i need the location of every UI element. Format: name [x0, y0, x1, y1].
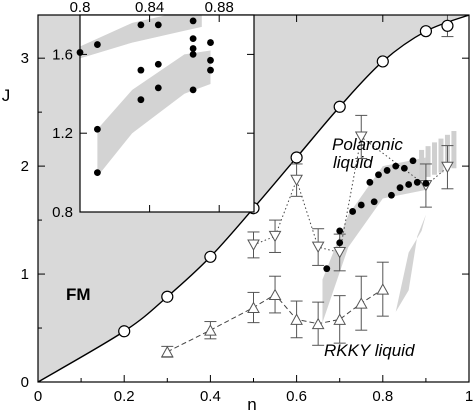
y-tick-label: 0: [21, 374, 29, 391]
y-tick-label: 3: [21, 50, 29, 67]
open-circle-point: [376, 55, 389, 68]
filled-circle-point: [409, 157, 417, 165]
inset-data-markers: [76, 17, 214, 177]
inset-filled-circle-point: [94, 125, 101, 133]
inset-x-tick-label: 0.8: [70, 0, 91, 16]
x-tick-label: 0.2: [114, 388, 135, 405]
inset-filled-circle-point: [189, 17, 197, 25]
inset-filled-circle-point: [94, 169, 101, 177]
filled-circle-point: [370, 198, 378, 206]
filled-circle-point: [413, 178, 421, 186]
filled-circle-point: [392, 162, 400, 170]
filled-circle-point: [357, 201, 365, 209]
x-tick-label: 0.8: [372, 388, 393, 405]
filled-circle-point: [400, 164, 408, 172]
filled-circle-point: [396, 184, 404, 192]
triangle-up-point: [160, 345, 174, 358]
main-axes: 0 0.2 0.4 0.6 0.8 1 0 1 2 3: [21, 15, 473, 405]
inset-axes: 0.8 0.84 0.88 0.8 1.2 1.6: [52, 0, 254, 221]
inset-filled-circle-point: [207, 56, 214, 64]
annotation-polaronic: Polaronic: [332, 135, 403, 154]
filled-circle-point: [422, 179, 430, 187]
inset-filled-circle-point: [137, 96, 145, 104]
open-circle-point: [290, 151, 303, 164]
inset-band-lower: [97, 50, 211, 177]
triangle-down-point: [290, 174, 303, 187]
filled-circle-point: [336, 227, 344, 235]
y-tick-label: 2: [21, 158, 29, 175]
triangle-up-point: [268, 288, 282, 301]
y-tick-label: 1: [21, 266, 29, 283]
triangle-down-point: [247, 239, 260, 251]
annotation-fm: FM: [66, 285, 91, 304]
inset-filled-circle-point: [189, 45, 197, 52]
filled-circle-point: [336, 239, 344, 247]
inset-filled-circle-point: [154, 21, 162, 29]
x-tick-label: 0: [34, 388, 42, 405]
inset-x-tick-label: 0.84: [135, 0, 164, 16]
inset-filled-circle-point: [154, 60, 162, 68]
band-lower-main: [395, 214, 426, 312]
filled-circle-point: [375, 171, 382, 179]
x-tick-label: 1: [465, 388, 473, 405]
inset-y-tick-label: 0.8: [52, 204, 73, 221]
filled-circle-point: [388, 191, 395, 199]
open-circle-point: [441, 19, 454, 32]
inset-filled-circle-point: [94, 41, 101, 48]
inset-band-upper: [80, 15, 202, 59]
triangle-down-point: [354, 131, 368, 143]
inset-filled-circle-point: [189, 35, 197, 43]
x-tick-label: 0.6: [286, 388, 307, 405]
filled-circle-point: [323, 265, 331, 273]
inset-y-tick-label: 1.6: [52, 46, 73, 63]
inset-frame: [79, 14, 255, 213]
inset-filled-circle-point: [207, 39, 214, 46]
triangle-down-line: [253, 136, 448, 254]
triangle-down-point: [311, 241, 325, 254]
annotation-liquid: liquid: [333, 153, 373, 172]
x-tick-label: 0.4: [200, 388, 221, 405]
triangle-up-point: [354, 297, 368, 309]
triangle-down-point: [441, 161, 454, 174]
filled-circle-point: [383, 167, 391, 174]
open-circle-point: [333, 100, 346, 113]
inset-filled-circle-point: [189, 86, 197, 94]
triangle-up-point: [290, 313, 303, 325]
triangle-up-point: [333, 313, 347, 325]
inset-filled-circle-point: [137, 21, 145, 29]
band-polaronic-main: [322, 157, 426, 323]
triangle-up-point: [204, 324, 217, 336]
triangle-up-point: [247, 301, 260, 313]
inset-filled-circle-point: [189, 51, 197, 58]
open-circle-point: [204, 250, 217, 263]
inset-filled-circle-point: [207, 66, 214, 74]
annotation-rkky-liquid: RKKY liquid: [324, 341, 415, 360]
inset-filled-circle-point: [137, 66, 145, 74]
y-axis-title: J: [2, 86, 11, 105]
x-axis-title: n: [247, 395, 256, 414]
open-circle-point: [161, 290, 174, 303]
inset-filled-circle-point: [154, 84, 162, 92]
triangle-down-point: [333, 247, 347, 259]
fm-boundary-line: [38, 15, 469, 382]
triangle-down-point: [268, 230, 282, 243]
filled-circle-point: [349, 208, 357, 215]
inset-x-tick-label: 0.88: [205, 0, 234, 16]
shaded-bands: [322, 131, 457, 323]
inset-y-tick-label: 1.2: [52, 125, 73, 142]
data-markers: [118, 19, 454, 358]
inset-shaded-bands: [80, 15, 211, 177]
open-circle-point: [419, 25, 432, 38]
filled-circle-point: [366, 178, 374, 186]
open-circle-point: [118, 325, 131, 338]
triangle-up-point: [376, 283, 390, 295]
triangle-up-point: [311, 317, 325, 330]
filled-circle-point: [405, 181, 413, 188]
